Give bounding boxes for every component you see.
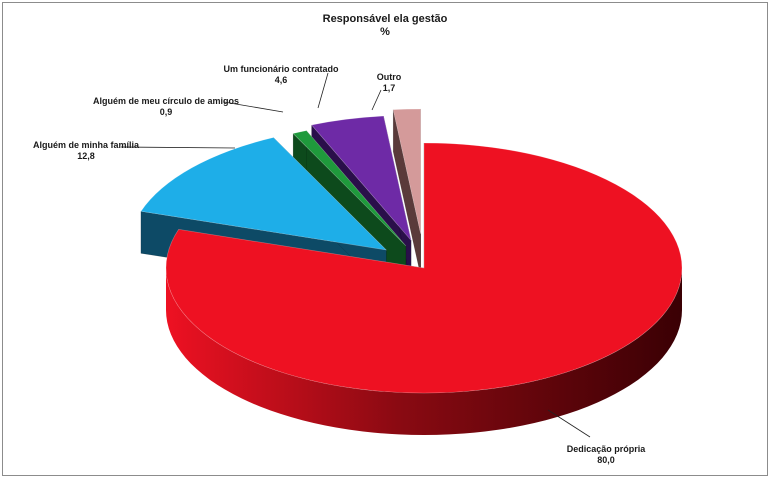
label-value-dedicacao-propria: 80,0	[597, 455, 615, 465]
label-name-familia: Alguém de minha família	[33, 140, 140, 150]
leader-familia	[120, 146, 236, 149]
slice-dedicacao-propria	[165, 142, 683, 394]
leader-outro	[371, 89, 382, 111]
chart-subtitle: %	[380, 26, 390, 38]
slice-outro	[392, 108, 421, 235]
leader-lines	[120, 72, 591, 438]
slice-amigos	[292, 130, 407, 247]
label-name-outro: Outro	[377, 72, 402, 82]
label-value-amigos: 0,9	[160, 107, 173, 117]
label-name-dedicacao-propria: Dedicação própria	[567, 444, 647, 454]
leader-dedicacao-propria	[547, 409, 591, 438]
slice-funcionario	[311, 115, 412, 241]
slice-familia	[140, 137, 388, 251]
label-value-funcionario: 4,6	[275, 75, 288, 85]
leader-amigos	[223, 101, 284, 113]
label-name-funcionario: Um funcionário contratado	[223, 64, 339, 74]
label-value-outro: 1,7	[383, 83, 396, 93]
label-value-familia: 12,8	[77, 151, 95, 161]
chart-title: Responsável ela gestão	[323, 13, 448, 25]
label-name-amigos: Alguém de meu círculo de amigos	[93, 96, 239, 106]
leader-funcionario	[317, 72, 329, 109]
pie-tops	[140, 108, 683, 394]
